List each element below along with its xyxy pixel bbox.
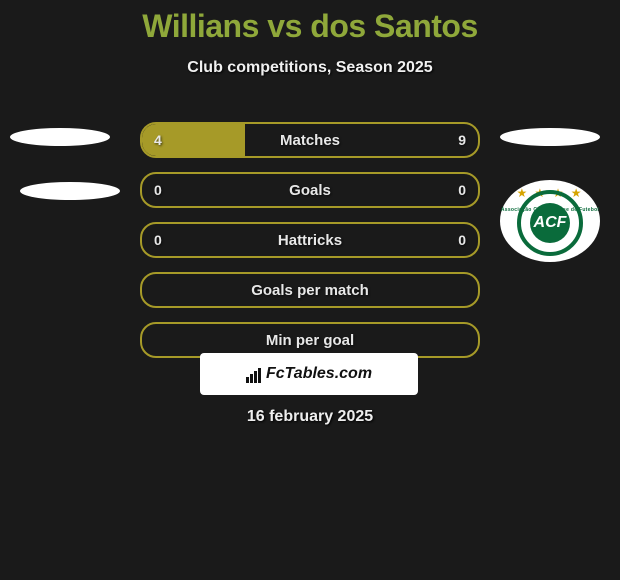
page-title: Willians vs dos Santos	[0, 0, 620, 45]
stat-label: Goals per match	[142, 274, 478, 306]
stat-row: 00Goals	[140, 172, 480, 208]
club-crest: ★ ★ ★ ★ Associação Chapecoense de Futebo…	[500, 180, 600, 262]
brand-bars-icon	[246, 365, 262, 383]
stat-label: Matches	[142, 124, 478, 156]
brand-box[interactable]: FcTables.com	[200, 353, 418, 395]
crest-monogram: ACF	[530, 203, 570, 243]
stat-row: Goals per match	[140, 272, 480, 308]
stat-row: 49Matches	[140, 122, 480, 158]
stat-row: 00Hattricks	[140, 222, 480, 258]
date-label: 16 february 2025	[0, 408, 620, 426]
comparison-card: Willians vs dos Santos Club competitions…	[0, 0, 620, 580]
stat-label: Hattricks	[142, 224, 478, 256]
brand-text: FcTables.com	[266, 365, 372, 383]
stat-label: Goals	[142, 174, 478, 206]
page-subtitle: Club competitions, Season 2025	[0, 59, 620, 77]
player-right-avatar-shadow	[500, 128, 600, 146]
stat-rows: 49Matches 00Goals 00Hattricks Goals per mat…	[140, 122, 480, 372]
crest-ring: ACF	[517, 190, 583, 256]
stat-label: Min per goal	[142, 324, 478, 356]
player-left-avatar-shadow	[10, 128, 110, 146]
player-left-avatar-shadow-2	[20, 182, 120, 200]
